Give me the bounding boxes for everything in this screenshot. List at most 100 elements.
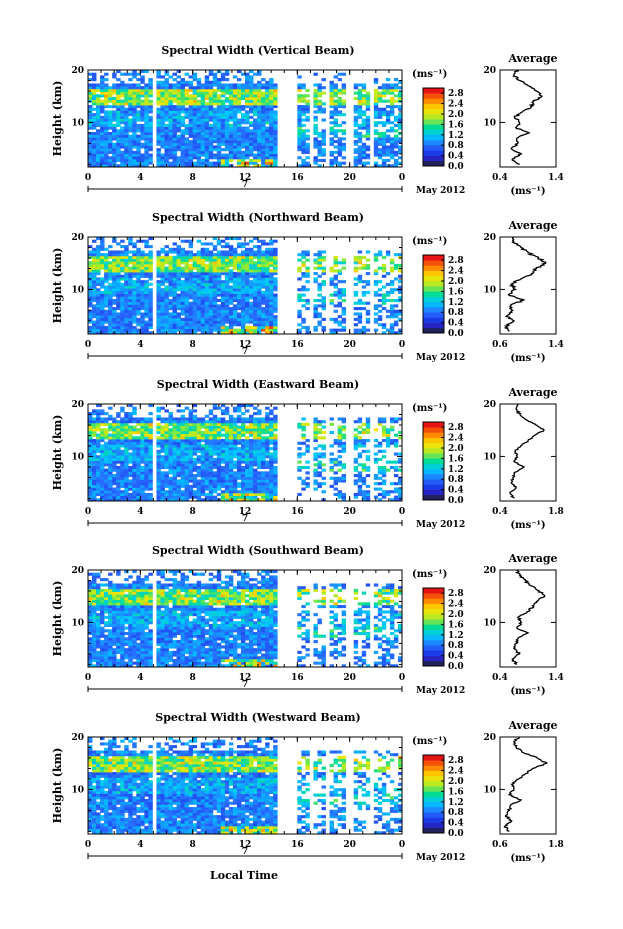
x-tick-label: 20 [343,507,356,517]
panel-4: Spectral Width (Southward Beam) 10 20 Heigh… [51,544,564,697]
profile-x-tick-label: 1.8 [548,840,564,850]
day-label: 7 [242,347,248,357]
profile-x-label: (ms⁻¹) [510,520,545,531]
y-axis-label: Height (km) [51,748,64,824]
profile-title: Average [507,719,557,732]
date-label: May 2012 [416,686,465,696]
colorbar-tick-label: 1.2 [448,465,464,475]
colorbar-tick-label: 0.4 [448,152,464,162]
colorbar-tick-label: 0.8 [448,475,464,485]
profile-x-tick-label: 0.4 [492,673,508,683]
day-label: 7 [242,847,248,857]
average-profile: Average 10 20 0.6 1.4(ms⁻¹) [483,219,563,364]
colorbar-tick-label: 2.8 [448,89,464,99]
panel-title: Spectral Width (Eastward Beam) [157,378,359,391]
y-tick-label: 10 [71,285,84,295]
colorbar-tick-label: 2.0 [448,444,464,454]
profile-x-tick-label: 1.4 [548,173,564,183]
colorbar-tick-label: 2.8 [448,756,464,766]
x-tick-label: 16 [291,173,304,183]
x-tick-label: 8 [190,840,196,850]
panel-5: Spectral Width (Westward Beam) 10 20 Height… [51,711,564,864]
colorbar-tick-label: 1.6 [448,787,464,797]
profile-y-tick-label: 10 [483,618,496,628]
date-label: May 2012 [416,520,465,530]
colorbar-tick-label: 1.2 [448,631,464,641]
x-tick-label: 8 [190,507,196,517]
colorbar-tick-label: 0.4 [448,319,464,329]
x-tick-label: 8 [190,173,196,183]
y-axis-label: Height (km) [51,581,64,657]
colorbar: 2.82.42.01.61.20.80.40.0 [422,421,464,506]
colorbar-tick-label: 0.4 [448,486,464,496]
colorbar-tick-label: 2.4 [448,100,464,110]
profile-line [511,569,546,665]
panel-1: Spectral Width (Vertical Beam) 10 20 Height… [51,44,564,197]
y-tick-label: 20 [71,233,84,243]
x-tick-label: 0 [399,507,405,517]
colorbar-tick-label: 2.4 [448,434,464,444]
y-tick-label: 20 [71,400,84,410]
profile-x-tick-label: 0.6 [492,840,508,850]
panel-title: Spectral Width (Westward Beam) [155,711,360,724]
profile-x-tick-label: 0.6 [492,340,508,350]
profile-title: Average [507,552,557,565]
x-tick-label: 0 [399,840,405,850]
date-label: May 2012 [416,853,465,863]
colorbar-tick-label: 0.0 [448,329,464,339]
x-tick-label: 12 [239,840,252,850]
profile-y-tick-label: 10 [483,452,496,462]
x-tick-label: 8 [190,673,196,683]
colorbar-tick-label: 2.0 [448,110,464,120]
colorbar-unit: (ms⁻¹) [412,736,447,747]
y-tick-label: 10 [71,452,84,462]
colorbar-tick-label: 1.6 [448,454,464,464]
profile-title: Average [507,219,557,232]
day-label: 7 [242,680,248,690]
date-label: May 2012 [416,186,465,196]
x-tick-label: 12 [239,173,252,183]
colorbar-tick-label: 2.4 [448,267,464,277]
x-tick-label: 4 [137,173,143,183]
x-tick-label: 0 [85,507,91,517]
colorbar-tick-label: 0.4 [448,819,464,829]
panel-title: Spectral Width (Northward Beam) [152,211,364,224]
profile-line [509,403,545,499]
profile-frame [499,403,557,502]
x-tick-label: 20 [343,173,356,183]
colorbar: 2.82.42.01.61.20.80.40.0 [422,254,464,339]
profile-line [503,736,548,832]
x-tick-label: 0 [85,840,91,850]
x-tick-label: 4 [137,507,143,517]
x-tick-label: 0 [399,673,405,683]
colorbar-unit: (ms⁻¹) [412,403,447,414]
x-tick-label: 0 [85,673,91,683]
colorbar-tick-label: 0.8 [448,641,464,651]
x-tick-label: 20 [343,340,356,350]
heatmap-cells [88,70,403,168]
x-tick-label: 0 [399,173,405,183]
y-axis-label: Height (km) [51,415,64,491]
colorbar-tick-label: 0.0 [448,829,464,839]
x-tick-label: 12 [239,340,252,350]
colorbar-tick-label: 1.2 [448,798,464,808]
profile-x-label: (ms⁻¹) [510,353,545,364]
profile-frame [499,569,557,668]
colorbar-tick-label: 0.0 [448,162,464,172]
y-tick-label: 10 [71,785,84,795]
profile-x-tick-label: 1.4 [548,673,564,683]
profile-x-label: (ms⁻¹) [510,853,545,864]
colorbar-tick-label: 1.6 [448,287,464,297]
colorbar-tick-label: 2.4 [448,767,464,777]
colorbar-unit: (ms⁻¹) [412,569,447,580]
colorbar-tick-label: 0.8 [448,308,464,318]
profile-y-tick-label: 20 [483,400,496,410]
profile-x-label: (ms⁻¹) [510,186,545,197]
colorbar-tick-label: 0.0 [448,662,464,672]
day-label: 7 [242,180,248,190]
colorbar-tick-label: 2.0 [448,277,464,287]
average-profile: Average 10 20 0.6 1.8(ms⁻¹) [483,719,563,864]
profile-title: Average [507,52,557,65]
colorbar-tick-label: 1.2 [448,298,464,308]
